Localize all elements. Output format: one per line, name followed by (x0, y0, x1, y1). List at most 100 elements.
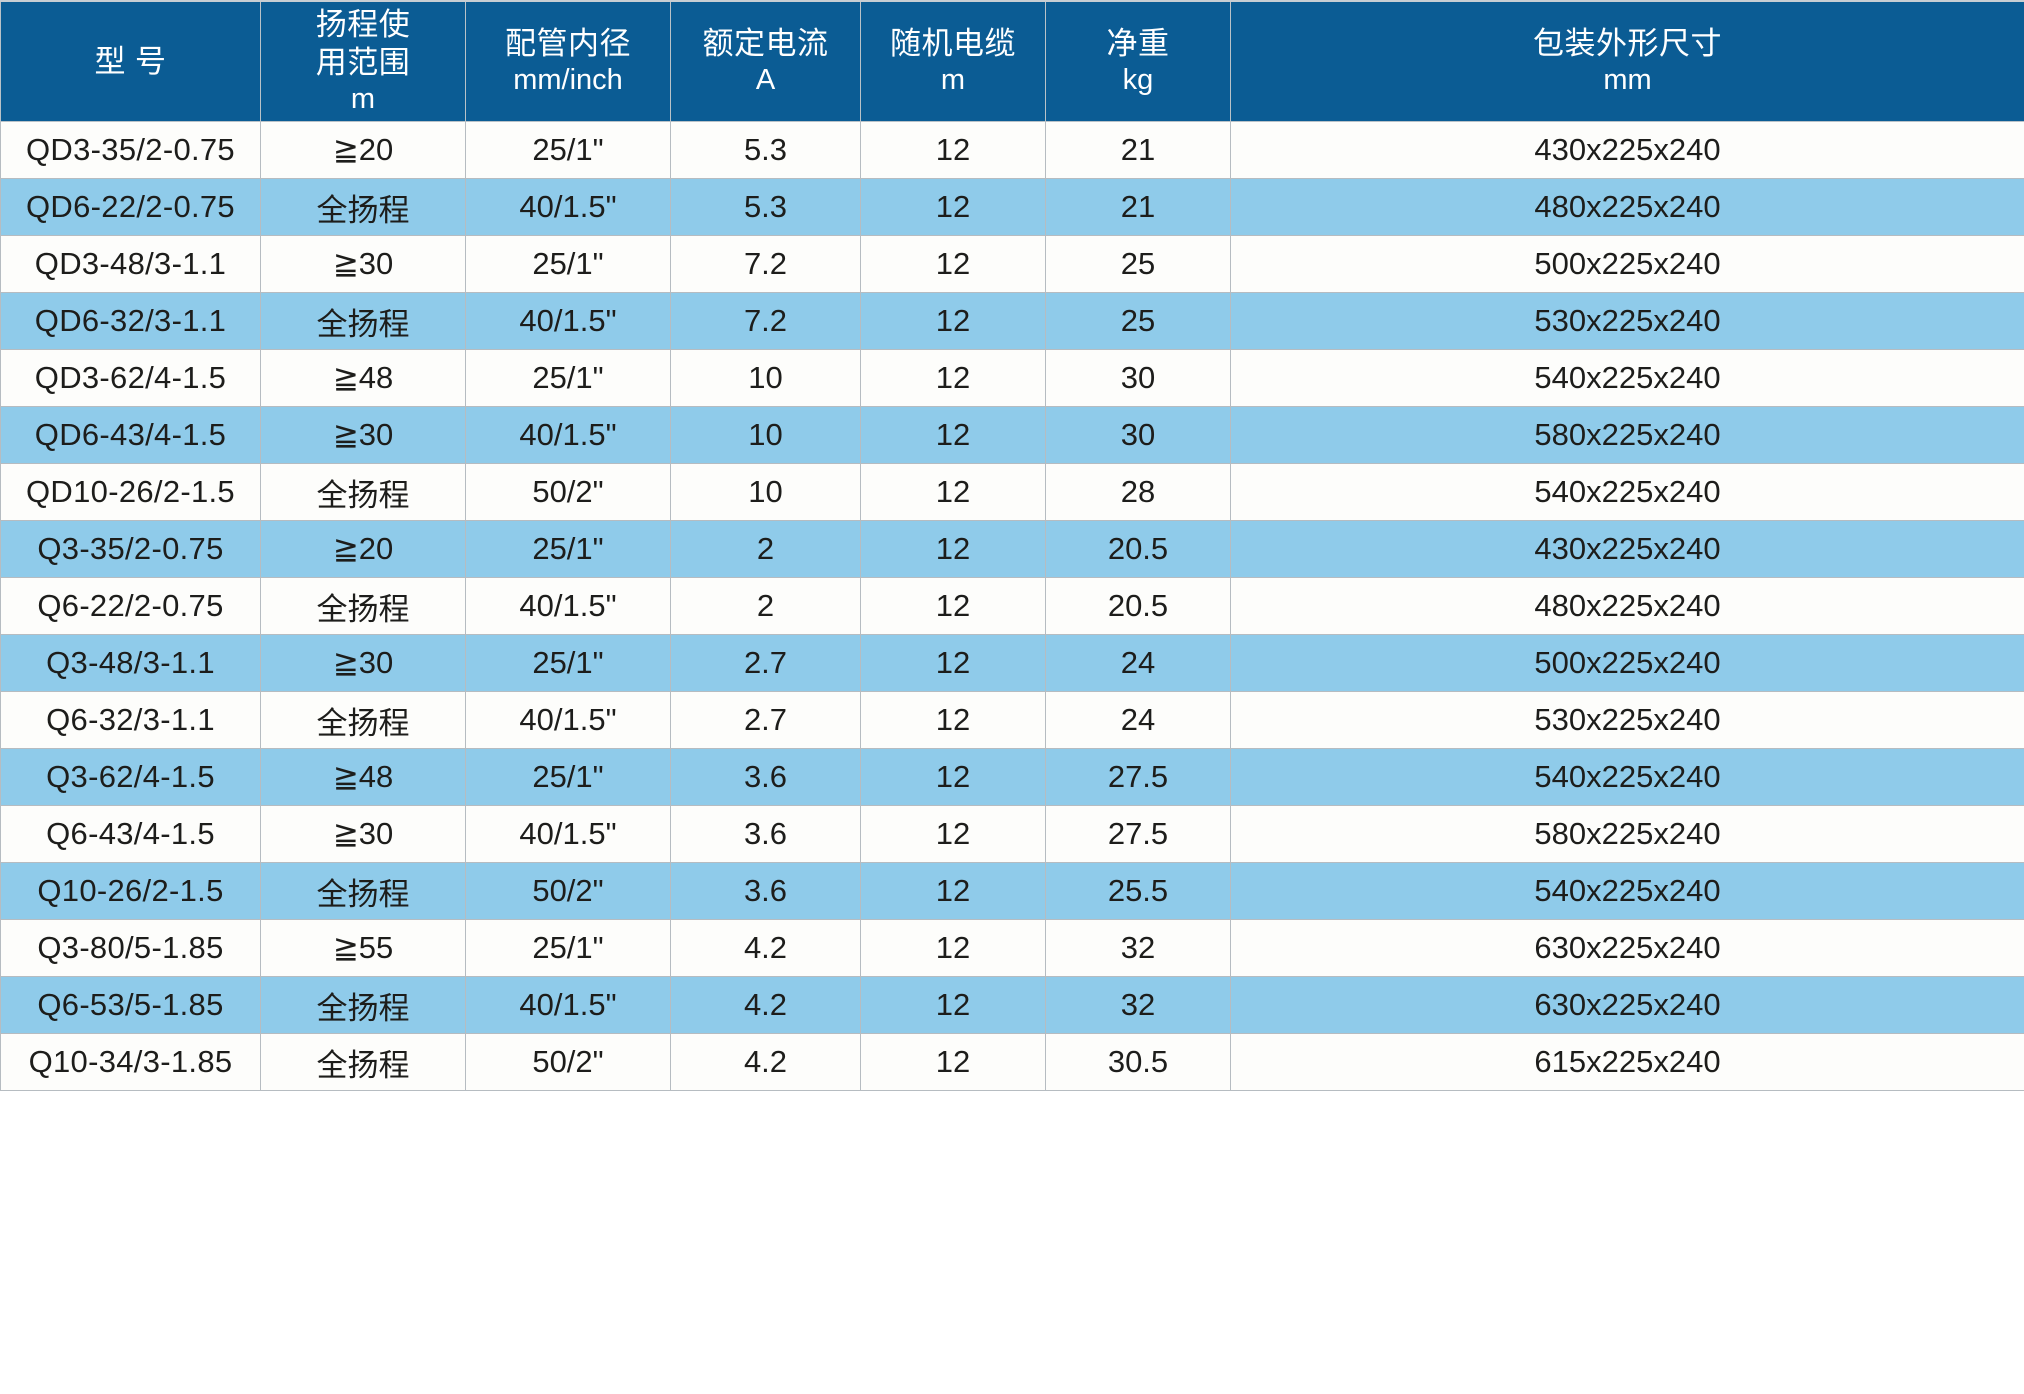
cell-pipe: 25/1" (465, 121, 671, 179)
cell-cable: 12 (860, 292, 1046, 350)
cell-cable: 12 (860, 463, 1046, 521)
column-header-label: 包装外形尺寸 (1533, 25, 1722, 61)
cell-cable: 12 (860, 121, 1046, 179)
table-row: QD10-26/2-1.5 全扬程 50/2" 10 12 28 540x225x240 (0, 463, 2024, 521)
cell-model: QD10-26/2-1.5 (0, 463, 261, 521)
cell-weight: 27.5 (1045, 805, 1231, 863)
cell-weight: 30.5 (1045, 1033, 1231, 1091)
cell-pipe: 40/1.5" (465, 406, 671, 464)
table-row: Q6-43/4-1.5 ≧30 40/1.5" 3.6 12 27.5 580x225x24… (0, 805, 2024, 863)
cell-package: 540x225x240 (1230, 463, 2024, 521)
table-row: Q10-26/2-1.5 全扬程 50/2" 3.6 12 25.5 540x225x240 (0, 862, 2024, 920)
column-header-unit: A (755, 63, 776, 96)
cell-current: 10 (670, 463, 861, 521)
cell-pipe: 50/2" (465, 463, 671, 521)
cell-head: ≧20 (260, 520, 466, 578)
cell-cable: 12 (860, 178, 1046, 236)
cell-current: 3.6 (670, 748, 861, 806)
cell-cable: 12 (860, 235, 1046, 293)
cell-cable: 12 (860, 805, 1046, 863)
cell-weight: 32 (1045, 976, 1231, 1034)
cell-weight: 21 (1045, 178, 1231, 236)
cell-current: 2 (670, 520, 861, 578)
table-row: Q3-62/4-1.5 ≧48 25/1" 3.6 12 27.5 540x225x240 (0, 748, 2024, 806)
column-header-head: 扬程使 用范围 m (260, 0, 466, 122)
cell-weight: 24 (1045, 691, 1231, 749)
table-row: Q6-22/2-0.75 全扬程 40/1.5" 2 12 20.5 480x225x240 (0, 577, 2024, 635)
cell-pipe: 25/1" (465, 634, 671, 692)
cell-model: Q3-48/3-1.1 (0, 634, 261, 692)
cell-weight: 24 (1045, 634, 1231, 692)
table-row: QD3-35/2-0.75 ≧20 25/1" 5.3 12 21 430x225x240 (0, 121, 2024, 179)
table-body: QD3-35/2-0.75 ≧20 25/1" 5.3 12 21 430x225x240 Q… (0, 121, 2024, 1091)
cell-head: ≧48 (260, 748, 466, 806)
column-header-pipe: 配管内径 mm/inch (465, 0, 671, 122)
column-header-package: 包装外形尺寸 mm (1230, 0, 2024, 122)
table-row: QD6-22/2-0.75 全扬程 40/1.5" 5.3 12 21 480x225x24… (0, 178, 2024, 236)
cell-head: 全扬程 (260, 976, 466, 1034)
cell-weight: 21 (1045, 121, 1231, 179)
cell-head: ≧30 (260, 805, 466, 863)
table-row: QD3-48/3-1.1 ≧30 25/1" 7.2 12 25 500x225x240 (0, 235, 2024, 293)
cell-current: 3.6 (670, 805, 861, 863)
column-header-label: 随机电缆 (890, 25, 1016, 61)
cell-head: ≧20 (260, 121, 466, 179)
cell-weight: 20.5 (1045, 520, 1231, 578)
cell-package: 540x225x240 (1230, 349, 2024, 407)
cell-current: 2.7 (670, 691, 861, 749)
column-header-label: 配管内径 (505, 25, 631, 61)
table-row: Q3-80/5-1.85 ≧55 25/1" 4.2 12 32 630x225x240 (0, 919, 2024, 977)
column-header-model: 型 号 (0, 0, 261, 122)
cell-pipe: 40/1.5" (465, 691, 671, 749)
table-row: Q3-35/2-0.75 ≧20 25/1" 2 12 20.5 430x225x240 (0, 520, 2024, 578)
table-row: QD3-62/4-1.5 ≧48 25/1" 10 12 30 540x225x240 (0, 349, 2024, 407)
cell-model: Q10-34/3-1.85 (0, 1033, 261, 1091)
column-header-cable: 随机电缆 m (860, 0, 1046, 122)
cell-pipe: 40/1.5" (465, 805, 671, 863)
cell-package: 430x225x240 (1230, 121, 2024, 179)
cell-pipe: 25/1" (465, 520, 671, 578)
cell-head: ≧55 (260, 919, 466, 977)
cell-pipe: 25/1" (465, 349, 671, 407)
cell-pipe: 25/1" (465, 748, 671, 806)
cell-model: QD6-22/2-0.75 (0, 178, 261, 236)
cell-package: 630x225x240 (1230, 976, 2024, 1034)
cell-model: Q3-80/5-1.85 (0, 919, 261, 977)
cell-pipe: 40/1.5" (465, 178, 671, 236)
column-header-unit: mm/inch (513, 63, 623, 96)
cell-head: 全扬程 (260, 691, 466, 749)
cell-cable: 12 (860, 349, 1046, 407)
cell-current: 4.2 (670, 976, 861, 1034)
cell-current: 4.2 (670, 1033, 861, 1091)
table-row: QD6-43/4-1.5 ≧30 40/1.5" 10 12 30 580x225x240 (0, 406, 2024, 464)
cell-package: 580x225x240 (1230, 406, 2024, 464)
cell-model: QD6-32/3-1.1 (0, 292, 261, 350)
cell-cable: 12 (860, 406, 1046, 464)
cell-package: 540x225x240 (1230, 862, 2024, 920)
cell-cable: 12 (860, 919, 1046, 977)
cell-current: 2 (670, 577, 861, 635)
cell-model: QD3-48/3-1.1 (0, 235, 261, 293)
cell-model: Q6-53/5-1.85 (0, 976, 261, 1034)
cell-model: QD3-35/2-0.75 (0, 121, 261, 179)
cell-package: 500x225x240 (1230, 235, 2024, 293)
cell-package: 480x225x240 (1230, 577, 2024, 635)
table-header: 型 号扬程使 用范围 m 配管内径 mm/inch 额定电流 A 随机电缆 m 净重 kg 包装外形… (0, 0, 2024, 122)
cell-head: 全扬程 (260, 577, 466, 635)
pump-specification-table: 型 号扬程使 用范围 m 配管内径 mm/inch 额定电流 A 随机电缆 m 净重 kg 包装外形… (0, 0, 2024, 1091)
table-header-row: 型 号扬程使 用范围 m 配管内径 mm/inch 额定电流 A 随机电缆 m 净重 kg 包装外形… (0, 0, 2024, 122)
cell-cable: 12 (860, 634, 1046, 692)
cell-weight: 25 (1045, 292, 1231, 350)
cell-model: Q3-62/4-1.5 (0, 748, 261, 806)
cell-current: 7.2 (670, 292, 861, 350)
column-header-current: 额定电流 A (670, 0, 861, 122)
cell-pipe: 50/2" (465, 1033, 671, 1091)
cell-current: 10 (670, 349, 861, 407)
cell-cable: 12 (860, 1033, 1046, 1091)
cell-cable: 12 (860, 520, 1046, 578)
cell-package: 615x225x240 (1230, 1033, 2024, 1091)
cell-model: QD3-62/4-1.5 (0, 349, 261, 407)
cell-model: Q3-35/2-0.75 (0, 520, 261, 578)
cell-weight: 28 (1045, 463, 1231, 521)
cell-weight: 32 (1045, 919, 1231, 977)
